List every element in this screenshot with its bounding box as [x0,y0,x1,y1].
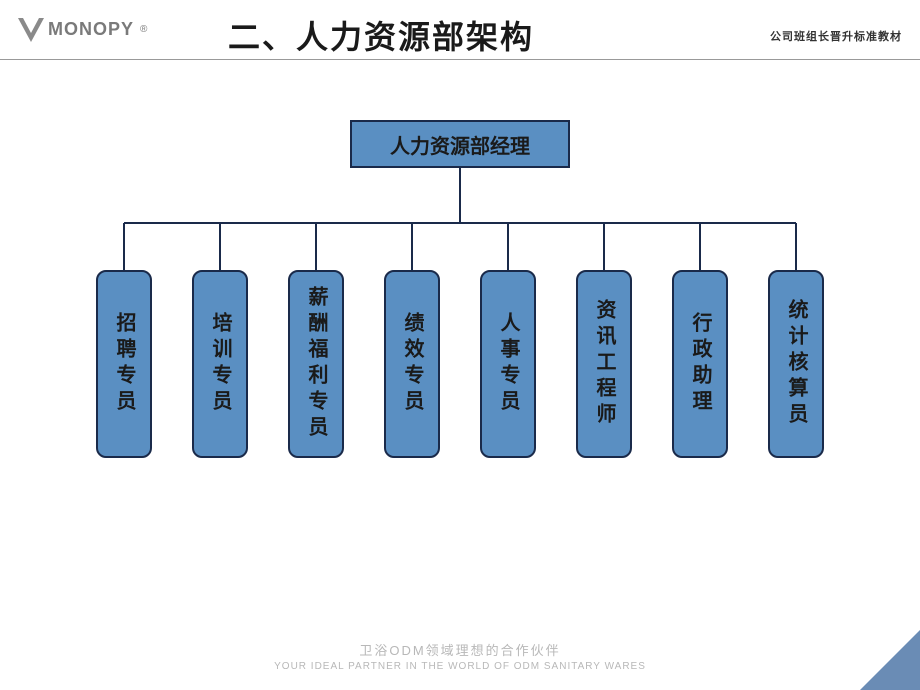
org-root-label: 人力资源部经理 [390,130,530,159]
header-subtitle: 公司班组长晋升标准教材 [770,28,902,44]
footer-text-en: YOUR IDEAL PARTNER IN THE WORLD OF ODM S… [0,661,920,672]
org-child-node: 行政助理 [672,270,728,458]
brand-logo: MONOPY ® [18,18,147,42]
org-child-node: 薪酬福利专员 [288,270,344,458]
brand-logo-mark [18,18,44,42]
org-child-label: 薪酬福利专员 [306,286,326,442]
org-child-node: 人事专员 [480,270,536,458]
footer-text-cn: 卫浴ODM领域理想的合作伙伴 [0,640,920,659]
org-child-label: 人事专员 [498,312,518,416]
brand-name: MONOPY [48,19,134,40]
org-child-label: 资讯工程师 [594,299,614,429]
org-root-node: 人力资源部经理 [350,120,570,168]
org-child-label: 统计核算员 [786,299,806,429]
header: MONOPY ® 二、人力资源部架构 公司班组长晋升标准教材 [0,0,920,60]
org-children-row: 招聘专员 培训专员 薪酬福利专员 绩效专员 人事专员 资讯工程师 行政助理 统计核算员 [0,270,920,458]
org-child-label: 行政助理 [690,312,710,416]
org-child-label: 招聘专员 [114,312,134,416]
page-title: 二、人力资源部架构 [228,12,534,58]
footer: 卫浴ODM领域理想的合作伙伴 YOUR IDEAL PARTNER IN THE… [0,640,920,672]
org-connectors [0,168,920,278]
org-child-node: 培训专员 [192,270,248,458]
corner-decoration [860,630,920,690]
org-child-node: 资讯工程师 [576,270,632,458]
org-child-node: 招聘专员 [96,270,152,458]
org-child-node: 统计核算员 [768,270,824,458]
org-child-label: 培训专员 [210,312,230,416]
brand-registered: ® [140,24,147,35]
org-chart: 人力资源部经理 招聘专员 培训专员 薪酬福利专员 绩效专员 人事专员 资讯工程师 行政助理 统… [0,120,920,540]
org-child-label: 绩效专员 [402,312,422,416]
org-child-node: 绩效专员 [384,270,440,458]
